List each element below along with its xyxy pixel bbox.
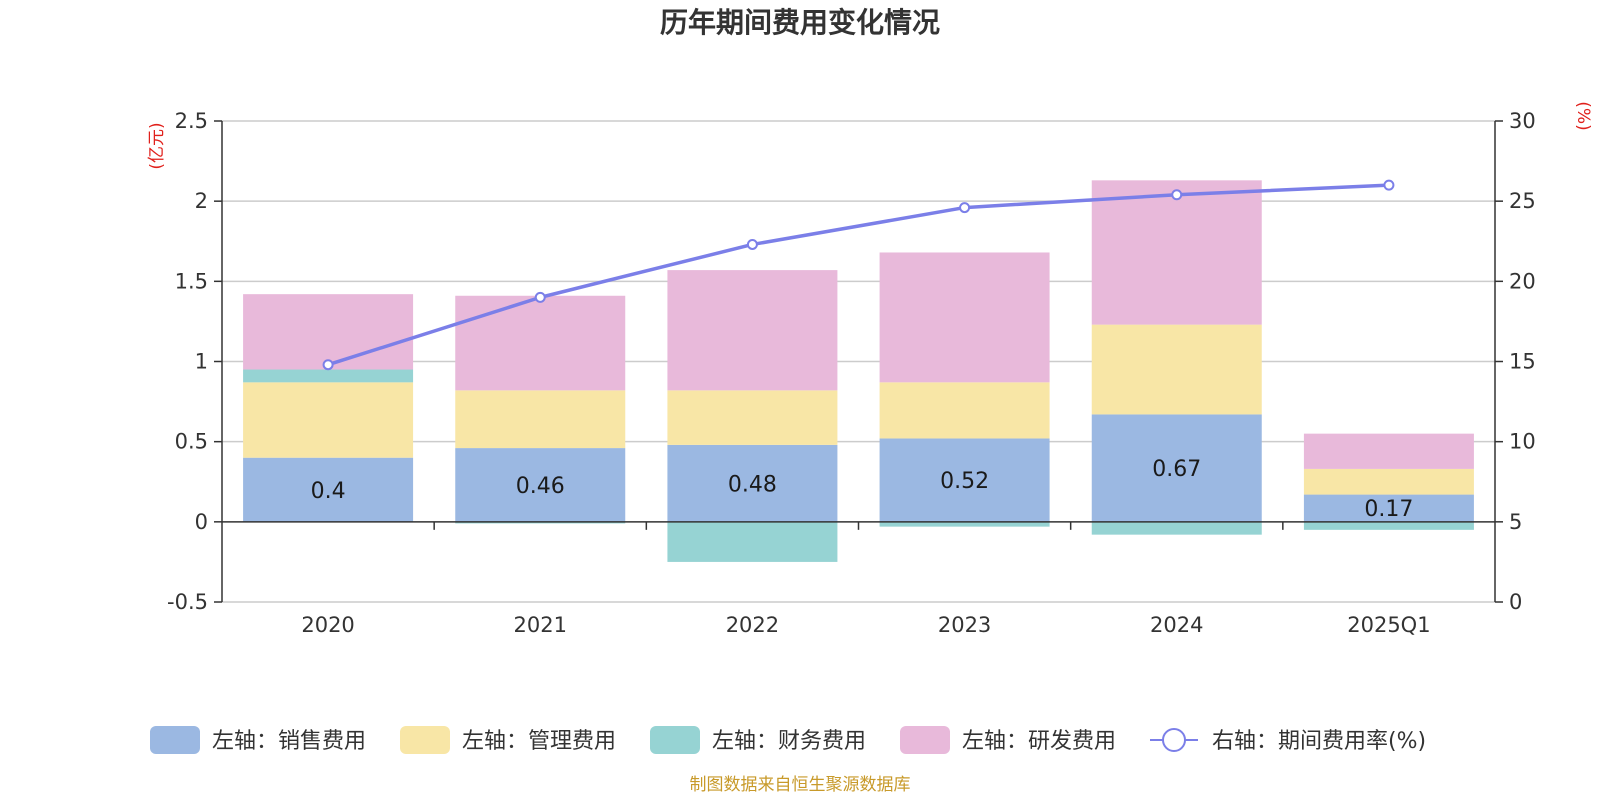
bar [455, 448, 626, 522]
right-tick-label: 5 [1509, 510, 1522, 534]
bar [1303, 494, 1474, 522]
bar [243, 382, 414, 458]
x-tick-label: 2023 [938, 613, 991, 637]
bar [455, 295, 626, 391]
right-tick-label: 20 [1509, 269, 1536, 293]
bar [455, 521, 626, 524]
left-tick-label: 0.5 [175, 430, 208, 454]
left-tick-label: 2.5 [175, 109, 208, 133]
bar [243, 457, 414, 522]
source-note: 制图数据来自恒生聚源数据库 [690, 775, 911, 795]
axes: 2.5 2 1.5 1 0.5 0 -0.5 30 25 20 15 10 5 0 2020 2021 2022… [167, 109, 1536, 637]
bar [243, 294, 414, 370]
bar [667, 521, 838, 562]
bar [879, 382, 1050, 439]
rate-point [959, 202, 971, 214]
right-tick-label: 15 [1509, 350, 1536, 374]
bar [1091, 414, 1262, 522]
data-label: 0.46 [516, 474, 565, 499]
bars [243, 180, 1474, 562]
bar [1091, 180, 1262, 325]
bar [879, 438, 1050, 522]
right-tick-label: 25 [1509, 189, 1536, 213]
bar [1091, 521, 1262, 535]
right-tick-label: 30 [1509, 109, 1536, 133]
bar [243, 369, 414, 383]
rate-point [1171, 189, 1183, 201]
legend-label: 左轴：管理费用 [462, 729, 616, 754]
x-tick-label: 2020 [301, 613, 354, 637]
legend-swatch [1162, 728, 1186, 752]
legend-label: 左轴：研发费用 [962, 729, 1116, 754]
left-tick-label: 0 [195, 510, 208, 534]
bar [455, 390, 626, 449]
legend-label: 左轴：财务费用 [712, 729, 866, 754]
x-tick-label: 2022 [726, 613, 779, 637]
rate-point [1383, 179, 1395, 191]
left-axis-unit: (亿元) [147, 122, 167, 169]
data-label: 0.52 [940, 469, 989, 494]
legend-swatch [400, 726, 450, 754]
bar [1303, 433, 1474, 469]
right-tick-label: 10 [1509, 430, 1536, 454]
right-tick-label: 0 [1509, 590, 1522, 614]
bar [1091, 324, 1262, 415]
right-axis-unit: (%) [1573, 101, 1593, 130]
bar [1303, 468, 1474, 495]
legend-swatch [650, 726, 700, 754]
bar [667, 270, 838, 391]
legend-swatch [150, 726, 200, 754]
rate-point [534, 291, 546, 303]
chart-title: 历年期间费用变化情况 [660, 6, 940, 39]
grid [222, 120, 1495, 603]
data-label: 0.48 [728, 472, 777, 497]
data-label: 0.4 [311, 479, 346, 504]
rate-line-path [327, 183, 1389, 367]
legend-label: 左轴：销售费用 [212, 729, 366, 754]
x-tick-label: 2025Q1 [1347, 613, 1430, 637]
x-tick-label: 2024 [1150, 613, 1203, 637]
bar [1303, 521, 1474, 530]
left-tick-label: 2 [195, 189, 208, 213]
legend-label: 右轴：期间费用率(%) [1212, 729, 1426, 754]
bar [879, 521, 1050, 527]
rate-line [322, 179, 1395, 371]
left-tick-label: 1 [195, 350, 208, 374]
rate-point [746, 238, 758, 250]
legend-swatch [900, 726, 950, 754]
data-label: 0.17 [1364, 497, 1413, 522]
left-tick-label: 1.5 [175, 269, 208, 293]
left-tick-label: -0.5 [167, 590, 208, 614]
data-label: 0.67 [1152, 457, 1201, 482]
x-tick-label: 2021 [514, 613, 567, 637]
bar [879, 252, 1050, 383]
bar [667, 444, 838, 522]
data-labels: 0.4 0.46 0.48 0.52 0.67 0.17 [311, 457, 1414, 522]
rate-point [322, 359, 334, 371]
bar [667, 390, 838, 445]
legend: 左轴：销售费用 左轴：管理费用 左轴：财务费用 左轴：研发费用 右轴：期间费用率(%) [150, 726, 1426, 754]
